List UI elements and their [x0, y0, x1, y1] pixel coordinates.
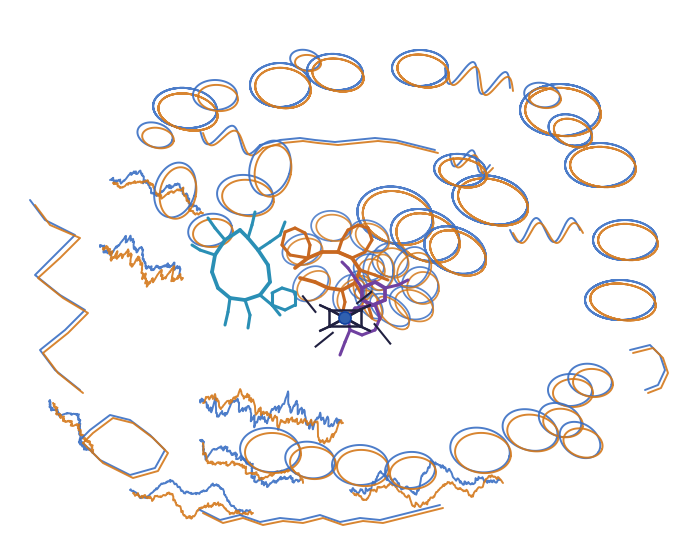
Circle shape: [339, 312, 351, 324]
